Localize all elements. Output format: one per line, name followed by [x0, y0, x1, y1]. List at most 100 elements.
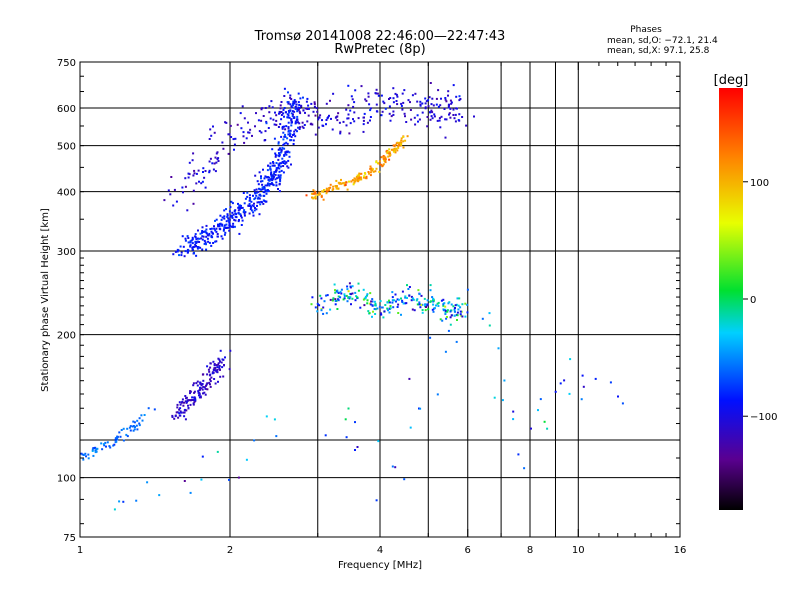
data-point — [201, 455, 204, 458]
data-point — [450, 309, 453, 312]
data-point — [325, 192, 328, 195]
data-point — [275, 435, 278, 438]
data-point — [431, 111, 434, 114]
data-point — [279, 147, 281, 150]
data-point — [219, 214, 222, 217]
data-point — [184, 400, 187, 403]
x-tick-label: 2 — [227, 545, 233, 556]
data-point — [298, 104, 301, 106]
data-point — [317, 118, 320, 121]
data-point — [184, 177, 187, 180]
data-point — [226, 215, 229, 218]
data-point — [395, 147, 398, 150]
data-point — [408, 294, 411, 297]
data-point — [404, 139, 407, 142]
data-point — [220, 235, 223, 238]
data-point — [290, 136, 293, 138]
data-point — [225, 223, 228, 226]
data-point — [201, 248, 204, 251]
data-point — [176, 406, 179, 409]
data-point — [431, 117, 434, 120]
data-point — [402, 146, 405, 149]
data-point — [270, 171, 273, 174]
data-point — [426, 116, 429, 118]
data-point — [326, 294, 329, 297]
data-point — [238, 219, 240, 221]
data-point — [277, 141, 280, 144]
data-point — [179, 245, 182, 248]
data-point — [193, 390, 196, 393]
data-point — [233, 210, 236, 213]
data-point — [331, 299, 334, 302]
data-point — [329, 183, 332, 186]
data-point — [359, 178, 362, 181]
data-point — [167, 189, 170, 192]
data-point — [420, 294, 423, 297]
data-point — [282, 165, 285, 167]
data-point — [359, 306, 362, 309]
data-point — [180, 411, 182, 414]
data-point — [227, 133, 230, 136]
data-point — [225, 220, 228, 223]
data-point — [368, 103, 371, 106]
data-point — [280, 162, 282, 165]
data-point — [358, 175, 360, 178]
data-point — [216, 450, 219, 453]
data-point — [309, 123, 312, 126]
data-point — [187, 404, 189, 407]
data-point — [256, 180, 259, 183]
data-point — [271, 164, 274, 167]
data-point — [199, 395, 202, 398]
data-point — [114, 438, 117, 441]
data-point — [466, 303, 469, 306]
data-point — [287, 126, 290, 129]
data-point — [209, 380, 212, 383]
data-point — [246, 195, 249, 198]
data-point — [215, 227, 218, 230]
data-point — [255, 208, 258, 211]
data-point — [346, 117, 349, 120]
data-point — [238, 205, 241, 208]
data-point — [92, 454, 95, 457]
data-point — [291, 115, 294, 118]
data-point — [257, 183, 260, 186]
data-point — [358, 178, 361, 181]
data-point — [400, 102, 403, 105]
data-point — [232, 222, 235, 225]
data-point — [357, 173, 360, 176]
y-tick-label: 200 — [57, 331, 76, 342]
data-point — [421, 311, 424, 314]
data-point — [444, 308, 447, 311]
data-point — [241, 219, 244, 222]
data-point — [278, 170, 281, 173]
data-point — [188, 161, 191, 164]
data-point — [228, 478, 230, 481]
data-point — [248, 194, 251, 197]
data-point — [393, 299, 396, 302]
data-point — [261, 188, 264, 191]
data-point — [178, 408, 181, 411]
data-point — [334, 291, 337, 294]
data-point — [328, 114, 330, 117]
data-point — [362, 298, 365, 301]
data-point — [432, 300, 435, 303]
data-point — [216, 366, 219, 369]
data-point — [320, 195, 323, 198]
data-point — [87, 453, 90, 456]
data-point — [421, 111, 424, 114]
data-point — [131, 425, 134, 428]
data-point — [339, 290, 342, 293]
data-point — [202, 379, 205, 382]
data-point — [271, 106, 274, 109]
data-point — [185, 401, 188, 404]
data-point — [243, 212, 246, 215]
data-point — [376, 92, 379, 95]
data-point — [389, 153, 392, 156]
data-point — [334, 303, 337, 306]
data-point — [382, 155, 385, 157]
data-point — [242, 135, 245, 138]
data-point — [350, 293, 352, 296]
data-point — [271, 148, 274, 151]
data-point — [265, 415, 268, 418]
data-point — [407, 99, 410, 102]
